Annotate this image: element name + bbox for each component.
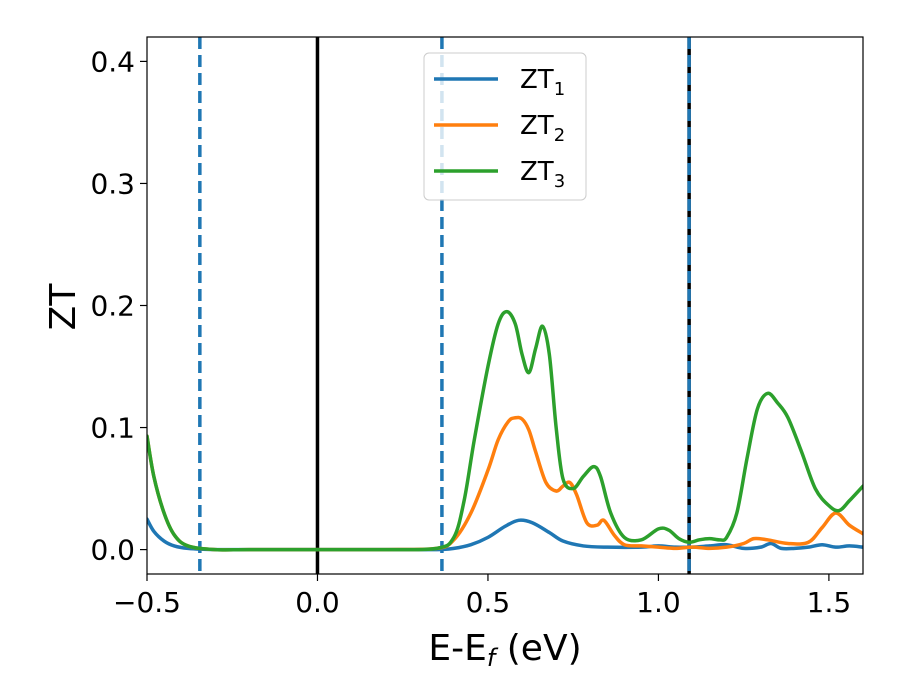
y-axis-ticks: 0.0 0.1 0.2 0.3 0.4: [90, 45, 147, 567]
x-axis-label-base: E-E: [428, 628, 486, 669]
x-tick-label: 0.0: [295, 586, 340, 619]
y-tick-label: 0.1: [90, 412, 135, 445]
series-line-zt1: [147, 517, 863, 552]
x-axis-ticks: −0.5 0.0 0.5 1.0 1.5: [113, 574, 851, 619]
x-tick-label: 0.5: [466, 586, 511, 619]
series-lines: [147, 309, 863, 552]
y-tick-label: 0.3: [90, 167, 135, 200]
y-tick-label: 0.2: [90, 290, 135, 323]
y-tick-label: 0.0: [90, 534, 135, 567]
x-tick-label: −0.5: [113, 586, 181, 619]
x-axis-label-suffix: (eV): [495, 628, 581, 669]
x-tick-label: 1.0: [636, 586, 681, 619]
x-axis-label: E-Ef (eV): [428, 628, 581, 672]
series-line-zt2: [147, 415, 863, 552]
legend-label-zt3: ZT3: [520, 157, 565, 192]
legend: ZT1 ZT2 ZT3: [423, 52, 587, 201]
legend-label-zt2: ZT2: [520, 111, 565, 146]
x-tick-label: 1.5: [807, 586, 852, 619]
series-line-zt3: [147, 309, 863, 552]
legend-box: [423, 52, 587, 201]
legend-label-zt1: ZT1: [520, 65, 565, 100]
y-axis-label: ZT: [43, 283, 84, 331]
y-tick-label: 0.4: [90, 45, 135, 78]
vertical-lines: [198, 37, 691, 574]
